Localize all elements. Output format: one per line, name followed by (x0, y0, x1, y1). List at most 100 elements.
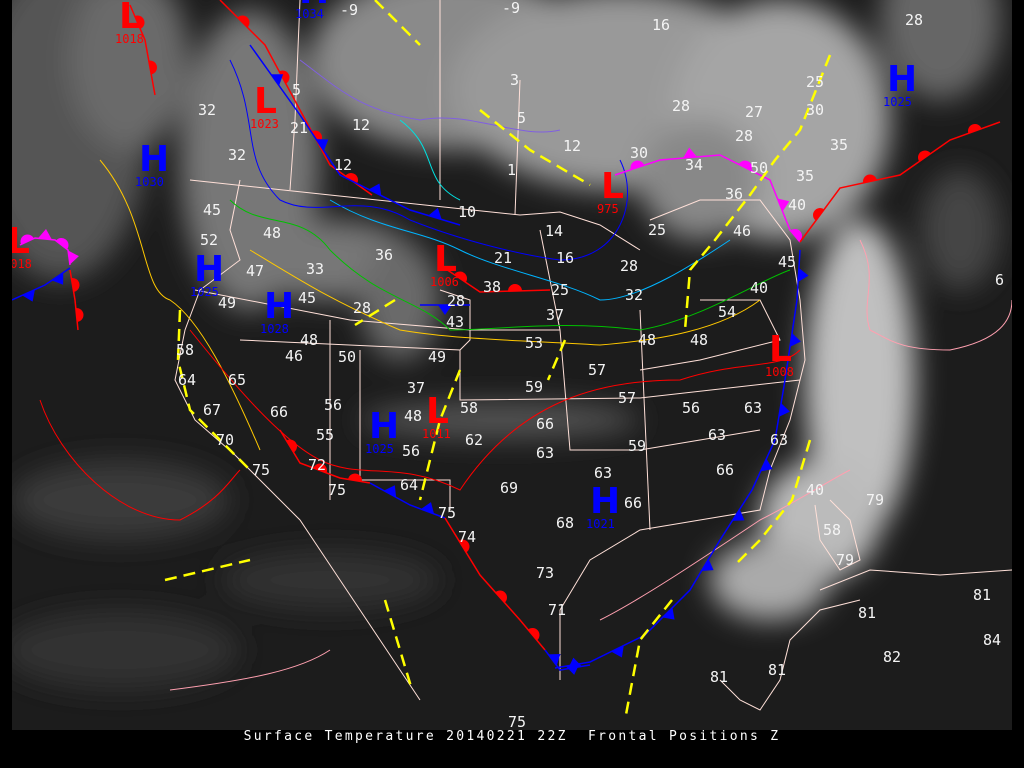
temperature-label: 54 (718, 303, 736, 321)
temperature-label: 14 (545, 222, 563, 240)
trough-line (418, 369, 462, 501)
trough-line (164, 558, 251, 582)
trough-front (164, 558, 251, 582)
pressure-value: 1021 (586, 517, 615, 531)
warm-front-semicircle (20, 234, 34, 245)
trough-line (374, 0, 421, 46)
temperature-label: 48 (263, 224, 281, 242)
cold-front-triangle (51, 272, 64, 285)
cloud-mass (220, 550, 440, 610)
occluded-front (19, 229, 79, 266)
temperature-label: 1 (507, 161, 516, 179)
temperature-label: 35 (796, 167, 814, 185)
trough-front (383, 599, 414, 691)
cold-front-triangle (22, 289, 35, 302)
warm-front-semicircle (148, 60, 157, 75)
temperature-label: 25 (551, 281, 569, 299)
cloud-cover (12, 0, 1000, 690)
temperature-label: 57 (588, 361, 606, 379)
temperature-label: 33 (306, 260, 324, 278)
temperature-label: 38 (483, 278, 501, 296)
isotherm (399, 119, 461, 201)
cold-front-triangle (428, 207, 442, 220)
temperature-label: 84 (983, 631, 1001, 649)
temperature-label: 48 (404, 407, 422, 425)
pressure-value: 1025 (365, 442, 394, 456)
temperature-label: 32 (625, 286, 643, 304)
temperature-label: 48 (638, 331, 656, 349)
temperature-label: 48 (690, 331, 708, 349)
warm-front (279, 429, 371, 484)
cold-front (420, 304, 470, 315)
temperature-label: 16 (652, 16, 670, 34)
temperature-label: 45 (298, 289, 316, 307)
temperature-label: 40 (750, 279, 768, 297)
cloud-mass (920, 170, 1000, 290)
occluded-front (614, 147, 802, 243)
temperature-label: 56 (324, 396, 342, 414)
pressure-value: 1006 (430, 275, 459, 289)
isotherm (229, 59, 628, 261)
pressure-value: 975 (597, 202, 619, 216)
cold-front-triangle (760, 458, 773, 472)
border-line (514, 79, 521, 216)
temperature-label: 28 (905, 11, 923, 29)
cloud-mass (360, 402, 640, 438)
temperature-label: 55 (316, 426, 334, 444)
warm-front (444, 517, 546, 651)
temperature-label: 25 (806, 73, 824, 91)
temperature-label: 53 (525, 334, 543, 352)
temperature-label: 81 (710, 668, 728, 686)
temperature-label: 68 (556, 514, 574, 532)
temperature-label: 46 (733, 222, 751, 240)
temperature-label: 32 (198, 101, 216, 119)
cold-front-triangle (798, 268, 809, 282)
high-symbol: H (264, 286, 294, 327)
temperature-label: 16 (556, 249, 574, 267)
border-line (539, 229, 561, 331)
warm-front-semicircle (738, 160, 752, 171)
isotherm (229, 199, 791, 331)
pressure-value: 1023 (250, 117, 279, 131)
cloud-mass (360, 240, 440, 360)
temperature-label: 49 (428, 348, 446, 366)
low-symbol: L (119, 0, 142, 37)
high-symbol: H (299, 0, 329, 12)
temperature-label: 5 (517, 109, 526, 127)
temperature-label: 30 (630, 144, 648, 162)
warm-front-semicircle (790, 229, 802, 242)
temperature-label: 75 (438, 504, 456, 522)
temperature-label: 64 (400, 476, 418, 494)
cloud-mass (880, 0, 1000, 100)
temperature-label: 21 (290, 119, 308, 137)
trough-line (383, 599, 414, 691)
temperature-label: 59 (525, 378, 543, 396)
warm-front (129, 4, 157, 96)
temperature-label: 25 (648, 221, 666, 239)
border-line (194, 289, 560, 331)
front-line (69, 269, 79, 331)
temperature-label: 62 (465, 431, 483, 449)
cold-front (12, 267, 71, 302)
warm-front-semicircle (454, 271, 467, 283)
temperature-label: 30 (806, 101, 824, 119)
temperature-label: 58 (460, 399, 478, 417)
border-line (289, 0, 301, 191)
cold-front-triangle (789, 333, 801, 347)
cold-front-triangle (701, 558, 714, 572)
low-symbol: L (434, 239, 457, 280)
high-symbol: H (590, 481, 620, 522)
high-symbol: H (887, 59, 917, 100)
temperature-label: 34 (685, 156, 703, 174)
warm-front-semicircle (508, 284, 522, 292)
temperature-label: 37 (546, 306, 564, 324)
